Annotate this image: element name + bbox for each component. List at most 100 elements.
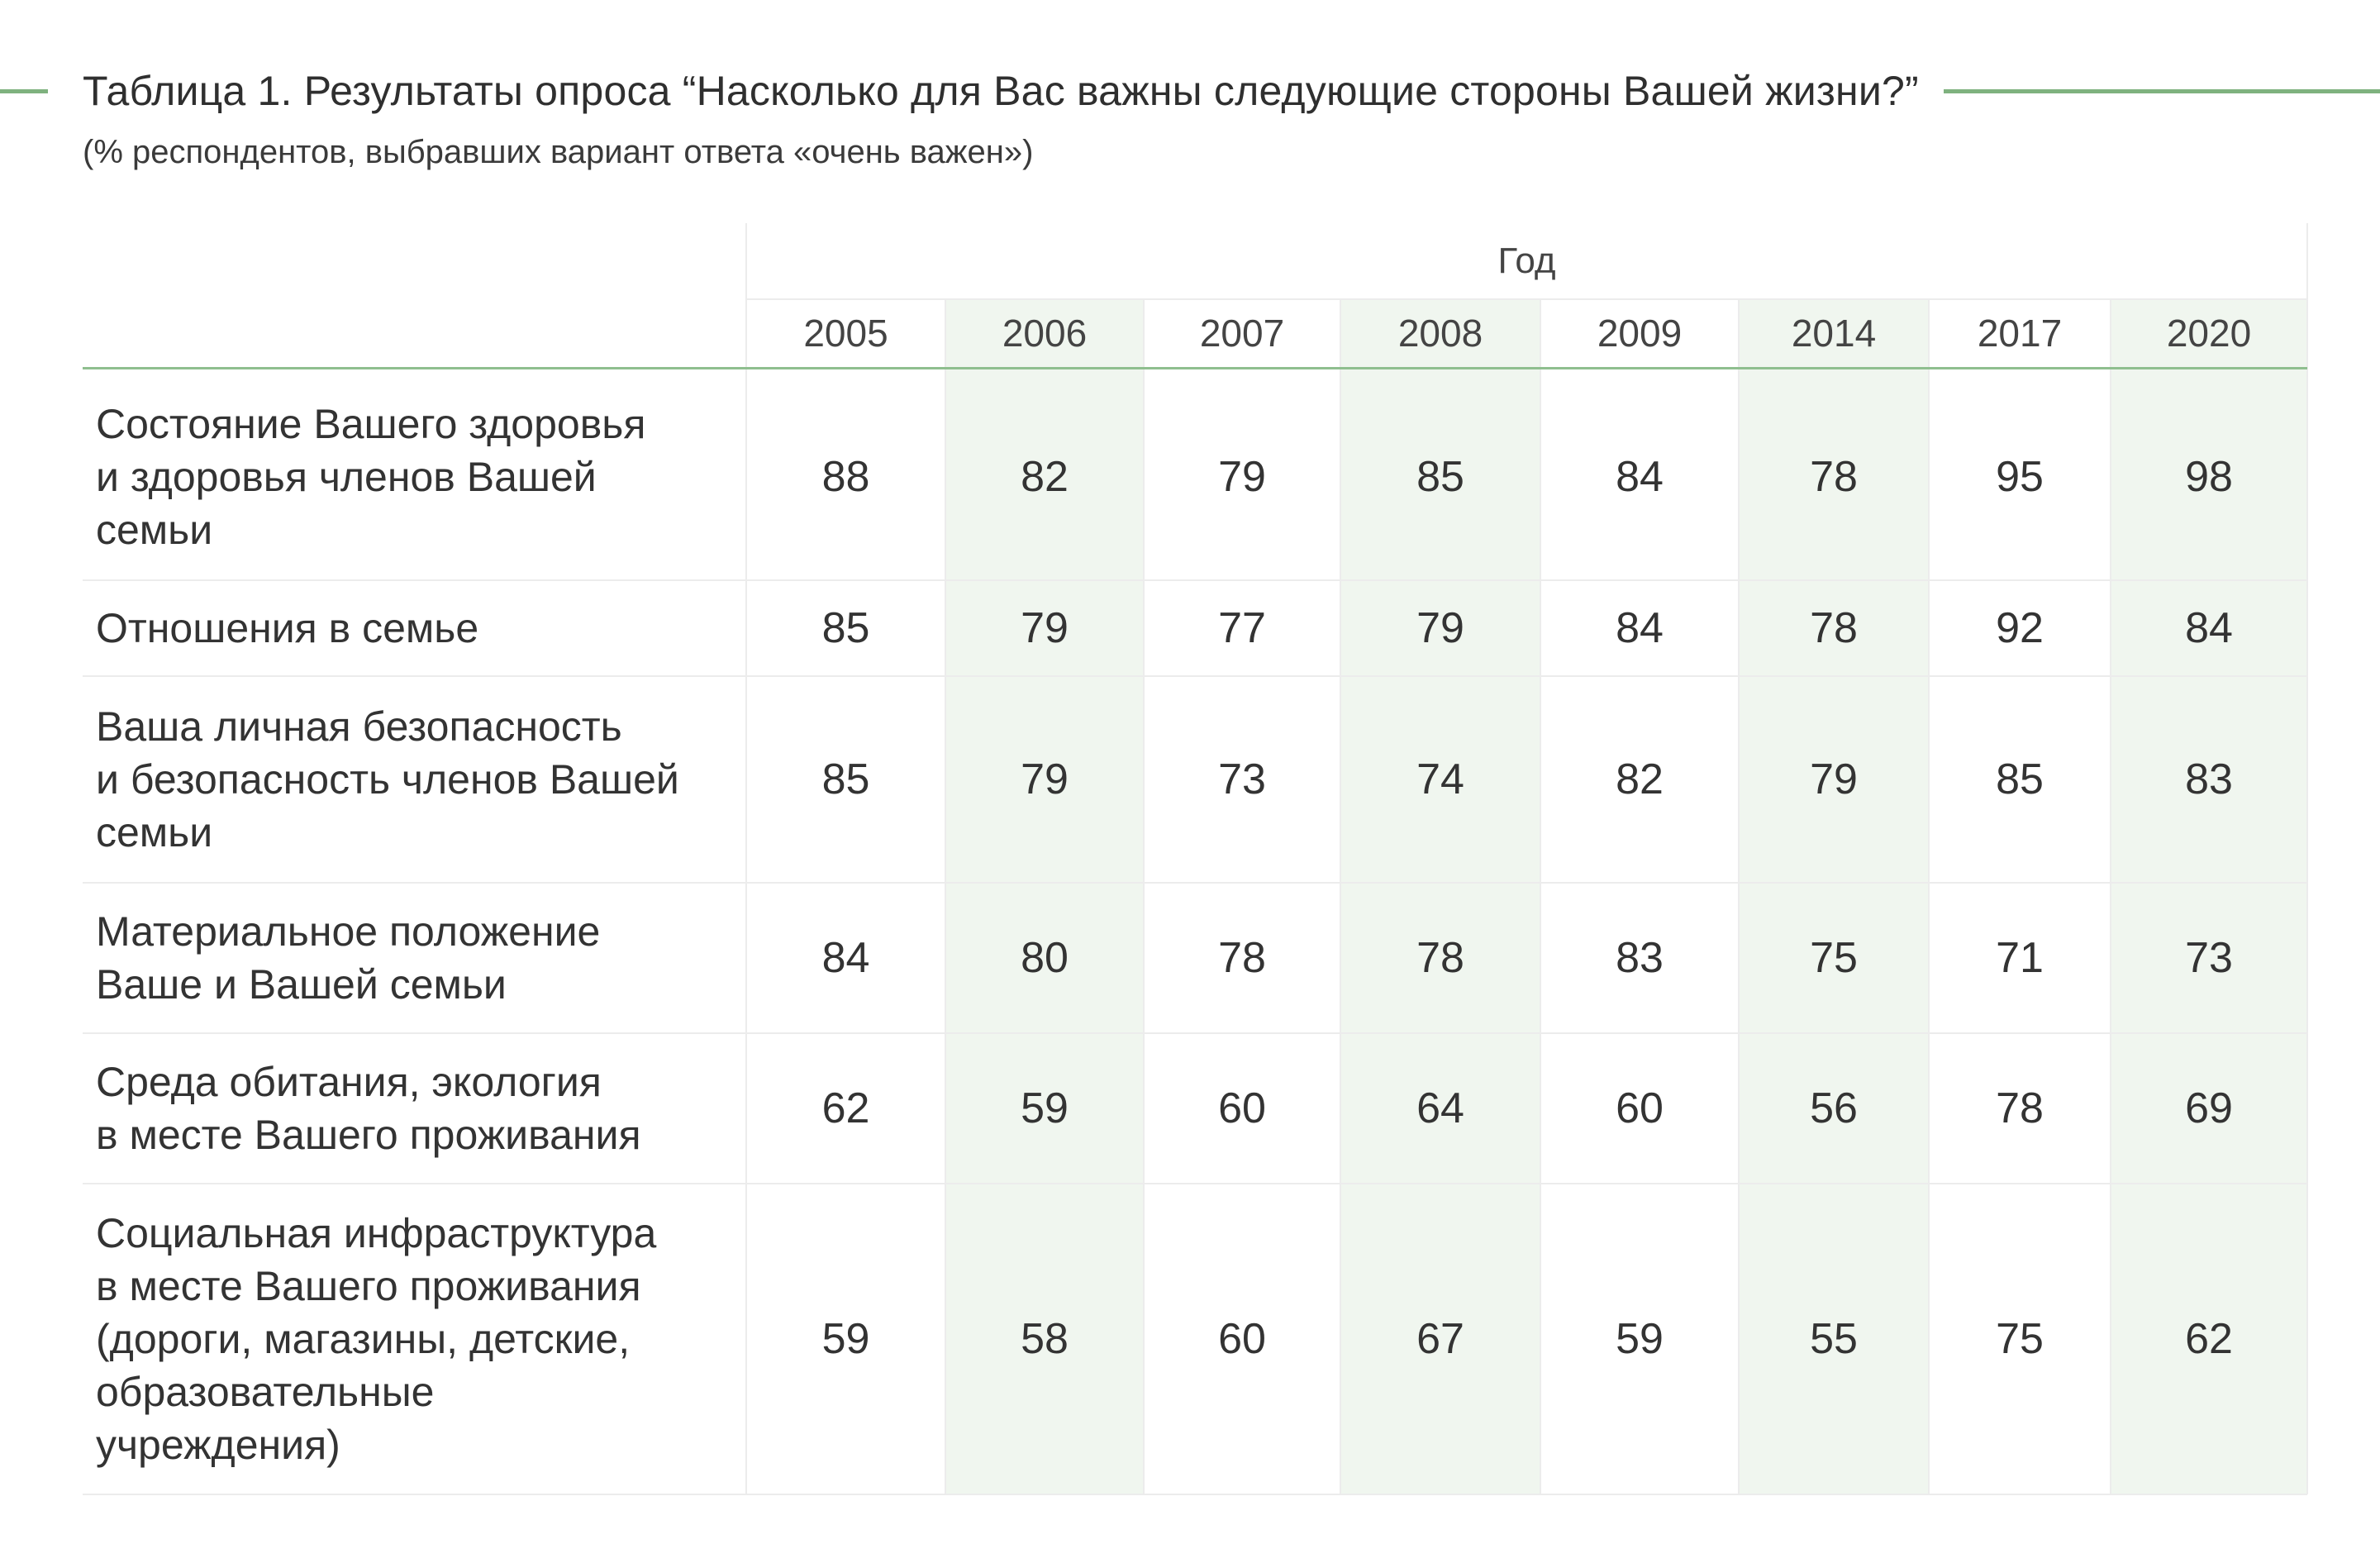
table-cell: 73: [1218, 755, 1266, 803]
shaded-column: [1340, 299, 1540, 1494]
row-label: Среда обитания, экология в месте Вашего п…: [96, 1033, 757, 1184]
table-cell: 74: [1416, 755, 1464, 803]
row-label-line: Среда обитания, экология: [96, 1059, 602, 1105]
table-cell: 84: [1616, 604, 1664, 652]
shaded-column: [2111, 299, 2307, 1494]
row-divider: [83, 675, 2307, 677]
table-cell: 84: [2185, 604, 2233, 652]
row-label-line: в месте Вашего проживания: [96, 1112, 641, 1158]
column-divider: [745, 223, 747, 1494]
table-cell: 75: [1810, 934, 1858, 982]
table-cell: 78: [1218, 934, 1266, 982]
row-label-line: Социальная инфраструктура: [96, 1210, 657, 1256]
year-header-2008: 2008: [1397, 312, 1483, 355]
table-cell: 85: [821, 755, 870, 803]
table-cell: 62: [2185, 1315, 2233, 1363]
table-cell: 83: [1616, 934, 1664, 982]
row-label-line: Отношения в семье: [96, 605, 479, 651]
row-label-line: семьи: [96, 809, 213, 855]
year-header-2017: 2017: [1977, 312, 2063, 355]
row-label-line: Ваше и Вашей семьи: [96, 961, 507, 1008]
row-label: Социальная инфраструктура в месте Вашего …: [96, 1184, 757, 1494]
page-subtitle: (% респондентов, выбравших вариант ответ…: [83, 134, 1034, 170]
table-cell: 84: [821, 934, 870, 982]
row-label-text: Отношения в семье: [96, 602, 478, 655]
year-header-2005: 2005: [803, 312, 888, 355]
table-cell: 71: [1996, 934, 2044, 982]
column-divider: [1143, 299, 1145, 1494]
table-cell: 60: [1218, 1084, 1266, 1132]
table-cell: 69: [2185, 1084, 2233, 1132]
row-label-line: в месте Вашего проживания: [96, 1263, 641, 1309]
table-cell: 85: [1416, 453, 1464, 501]
table-cell: 78: [1996, 1084, 2044, 1132]
table-cell: 82: [1616, 755, 1664, 803]
table-cell: 88: [821, 453, 870, 501]
table-cell: 80: [1021, 934, 1069, 982]
header-divider: [83, 367, 2307, 369]
table-cell: 59: [821, 1315, 870, 1363]
table-cell: 60: [1218, 1315, 1266, 1363]
row-label-line: Ваша личная безопасность: [96, 703, 622, 750]
row-label-text: Материальное положение Ваше и Вашей семьи: [96, 905, 600, 1011]
survey-table: Год 2005 2006 2007 2008 2009 2014 2017 2020 Состо…: [83, 223, 2308, 1495]
year-header-2009: 2009: [1597, 312, 1683, 355]
row-label: Материальное положение Ваше и Вашей семьи: [96, 883, 757, 1033]
year-header-2014: 2014: [1791, 312, 1877, 355]
title-rule-right: [1943, 88, 2380, 93]
table-cell: 55: [1810, 1315, 1858, 1363]
table-cell: 92: [1996, 604, 2044, 652]
year-header-2006: 2006: [1002, 312, 1088, 355]
table-cell: 79: [1810, 755, 1858, 803]
row-label-text: Ваша личная безопасность и безопасность ч…: [96, 700, 679, 859]
row-label: Состояние Вашего здоровья и здоровья член…: [96, 374, 757, 580]
table-cell: 60: [1616, 1084, 1664, 1132]
year-group-header: Год: [1497, 241, 1556, 281]
group-header-divider: [746, 298, 2307, 300]
table-cell: 85: [821, 604, 870, 652]
row-divider: [83, 1494, 2307, 1495]
table-cell: 95: [1996, 453, 2044, 501]
table-cell: 67: [1416, 1315, 1464, 1363]
shaded-column: [1739, 299, 1929, 1494]
column-divider: [1540, 299, 1541, 1494]
table-cell: 77: [1218, 604, 1266, 652]
row-label-line: и безопасность членов Вашей: [96, 756, 679, 803]
row-label-text: Состояние Вашего здоровья и здоровья член…: [96, 398, 645, 556]
row-label-line: Материальное положение: [96, 908, 601, 955]
row-label-line: (дороги, магазины, детские,: [96, 1316, 631, 1362]
row-label-line: Состояние Вашего здоровья: [96, 401, 646, 447]
table-cell: 73: [2185, 934, 2233, 982]
page-title: Таблица 1. Результаты опроса “Насколько …: [83, 68, 1919, 114]
table-cell: 78: [1416, 934, 1464, 982]
column-divider: [2110, 299, 2111, 1494]
table-cell: 56: [1810, 1084, 1858, 1132]
year-header-2020: 2020: [2166, 312, 2252, 355]
row-label-line: учреждения): [96, 1422, 340, 1468]
row-divider: [83, 1032, 2307, 1034]
table-cell: 79: [1021, 755, 1069, 803]
table-cell: 59: [1021, 1084, 1069, 1132]
row-divider: [83, 579, 2307, 581]
table-cell: 85: [1996, 755, 2044, 803]
row-divider: [83, 882, 2307, 884]
row-label-text: Социальная инфраструктура в месте Вашего …: [96, 1207, 656, 1471]
row-label-line: и здоровья членов Вашей: [96, 454, 597, 500]
table-cell: 82: [1021, 453, 1069, 501]
title-rule-left: [0, 88, 48, 93]
row-label-line: семьи: [96, 507, 213, 553]
table-cell: 98: [2185, 453, 2233, 501]
table-cell: 58: [1021, 1315, 1069, 1363]
title-row: Таблица 1. Результаты опроса “Насколько …: [0, 60, 2380, 122]
table-cell: 62: [821, 1084, 870, 1132]
table-cell: 79: [1021, 604, 1069, 652]
table-cell: 78: [1810, 453, 1858, 501]
table-cell: 79: [1218, 453, 1266, 501]
row-label: Отношения в семье: [96, 580, 757, 676]
column-divider: [1928, 299, 1930, 1494]
table-cell: 59: [1616, 1315, 1664, 1363]
table-cell: 79: [1416, 604, 1464, 652]
table-cell: 64: [1416, 1084, 1464, 1132]
year-header-2007: 2007: [1199, 312, 1285, 355]
row-label-text: Среда обитания, экология в месте Вашего п…: [96, 1056, 641, 1161]
